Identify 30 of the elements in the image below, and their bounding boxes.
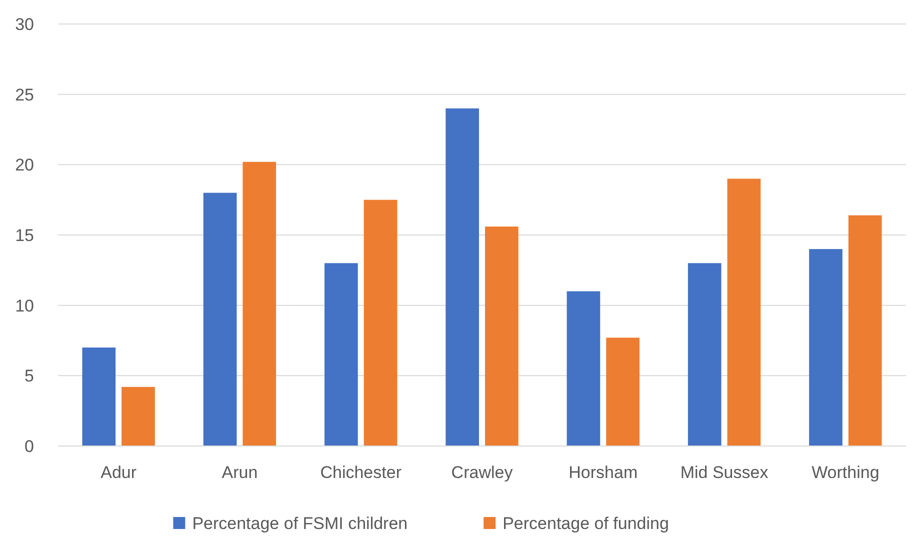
x-tick-label: Horsham <box>568 463 638 482</box>
bar <box>203 192 237 446</box>
bar <box>848 215 882 446</box>
y-tick-label: 25 <box>15 85 34 104</box>
y-tick-label: 10 <box>15 296 34 316</box>
y-tick-label: 15 <box>15 226 34 245</box>
y-tick-label: 0 <box>24 436 34 456</box>
x-tick-label: Mid Sussex <box>680 463 769 482</box>
bar <box>809 249 842 446</box>
bar <box>485 226 518 446</box>
x-tick-label: Chichester <box>320 463 402 482</box>
y-tick-label: 20 <box>15 156 34 175</box>
x-tick-label: Worthing <box>812 463 880 482</box>
y-tick-label: 30 <box>15 14 34 34</box>
legend-label: Percentage of FSMI children <box>192 514 408 533</box>
bar <box>242 162 276 446</box>
bar <box>446 108 479 446</box>
bar <box>122 386 155 446</box>
x-tick-label: Crawley <box>451 463 514 482</box>
x-tick-label: Arun <box>222 463 258 482</box>
bar <box>566 291 600 446</box>
legend-label: Percentage of funding <box>502 514 669 533</box>
bar <box>364 200 398 446</box>
bar <box>688 263 722 446</box>
bar <box>82 348 116 446</box>
x-tick-label: Adur <box>100 463 137 482</box>
bar <box>324 263 358 446</box>
bar <box>606 338 640 446</box>
bar <box>727 178 761 446</box>
y-tick-label: 5 <box>24 366 34 386</box>
